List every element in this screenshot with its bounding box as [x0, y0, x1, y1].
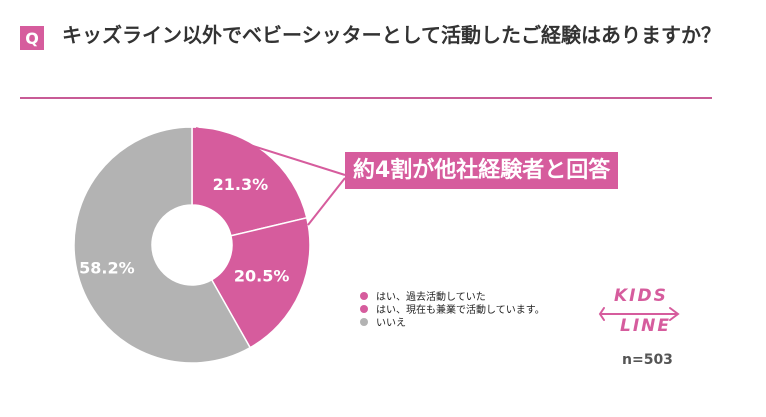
- title-divider: [20, 97, 712, 99]
- legend-label: いいえ: [376, 318, 406, 329]
- sample-size: n=503: [622, 352, 673, 368]
- legend-item-3: いいえ: [360, 315, 545, 329]
- legend-swatch: [360, 291, 368, 300]
- pie-slice-1: [191, 126, 308, 237]
- pie-slice-3: [73, 126, 252, 364]
- slice-label-3: 58.2%: [79, 258, 135, 277]
- slice-label-2: 20.5%: [234, 266, 290, 285]
- logo-text-line: LINE: [620, 316, 671, 336]
- legend-label: はい、現在も兼業で活動しています。: [376, 305, 545, 316]
- chart-legend: はい、過去活動していたはい、現在も兼業で活動しています。 いいえ: [360, 289, 545, 329]
- legend-item-1: はい、過去活動していた: [360, 289, 545, 303]
- legend-item-2: はい、現在も兼業で活動しています。: [360, 302, 545, 316]
- question-badge: Q: [20, 26, 44, 50]
- question-title: キッズライン以外でベビーシッターとして活動したご経験はありますか？: [62, 23, 721, 47]
- callout-connector-1: [195, 127, 346, 176]
- pie-slice-2: [210, 216, 311, 349]
- logo-text-kids: KIDS: [614, 286, 668, 306]
- legend-label: はい、過去活動していた: [376, 292, 486, 303]
- logo-arrows-icon: [598, 307, 680, 321]
- slice-label-1: 21.3%: [213, 175, 269, 194]
- callout-label: 約4割が他社経験者と回答: [345, 152, 619, 189]
- legend-swatch: [360, 317, 368, 326]
- kidsline-logo: KIDS LINE: [598, 284, 684, 338]
- legend-swatch: [360, 304, 368, 313]
- callout-connector-2: [307, 177, 346, 226]
